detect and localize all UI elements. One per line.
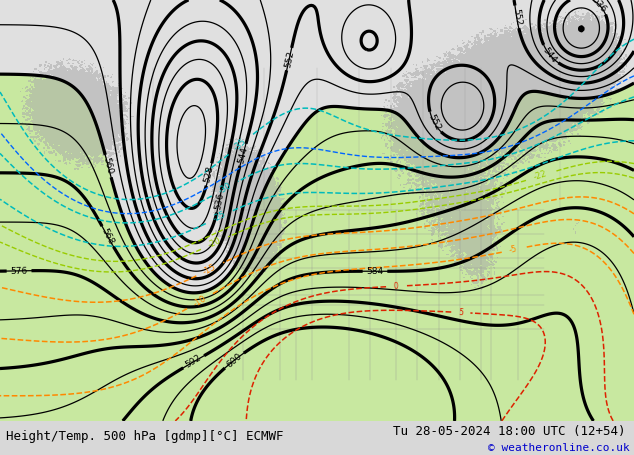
Text: Tu 28-05-2024 18:00 UTC (12+54): Tu 28-05-2024 18:00 UTC (12+54) <box>393 425 626 438</box>
Text: © weatheronline.co.uk: © weatheronline.co.uk <box>488 443 630 453</box>
Text: 560: 560 <box>102 157 115 176</box>
Text: 528: 528 <box>203 165 216 184</box>
Text: 584: 584 <box>366 267 384 276</box>
Text: 552: 552 <box>426 113 442 132</box>
Text: 568: 568 <box>100 227 115 246</box>
Text: 600: 600 <box>224 351 243 369</box>
Text: Height/Temp. 500 hPa [gdmp][°C] ECMWF: Height/Temp. 500 hPa [gdmp][°C] ECMWF <box>6 430 284 443</box>
Text: 536: 536 <box>213 192 225 211</box>
Text: 544: 544 <box>541 45 559 64</box>
Text: -20: -20 <box>207 236 223 250</box>
Text: -15: -15 <box>202 262 218 277</box>
Text: -35: -35 <box>232 137 248 153</box>
Text: -25: -25 <box>211 210 228 224</box>
Text: 552: 552 <box>283 50 295 68</box>
Text: 592: 592 <box>184 354 204 370</box>
Text: 576: 576 <box>10 266 28 276</box>
Text: -5: -5 <box>508 244 518 255</box>
Text: -22: -22 <box>533 170 548 182</box>
Text: 552: 552 <box>511 8 522 26</box>
Text: 5: 5 <box>458 308 463 317</box>
Text: -30: -30 <box>217 181 233 196</box>
Text: 0: 0 <box>393 282 398 291</box>
Text: -10: -10 <box>192 294 208 308</box>
Text: 544: 544 <box>236 146 249 164</box>
Text: 536: 536 <box>590 0 608 14</box>
